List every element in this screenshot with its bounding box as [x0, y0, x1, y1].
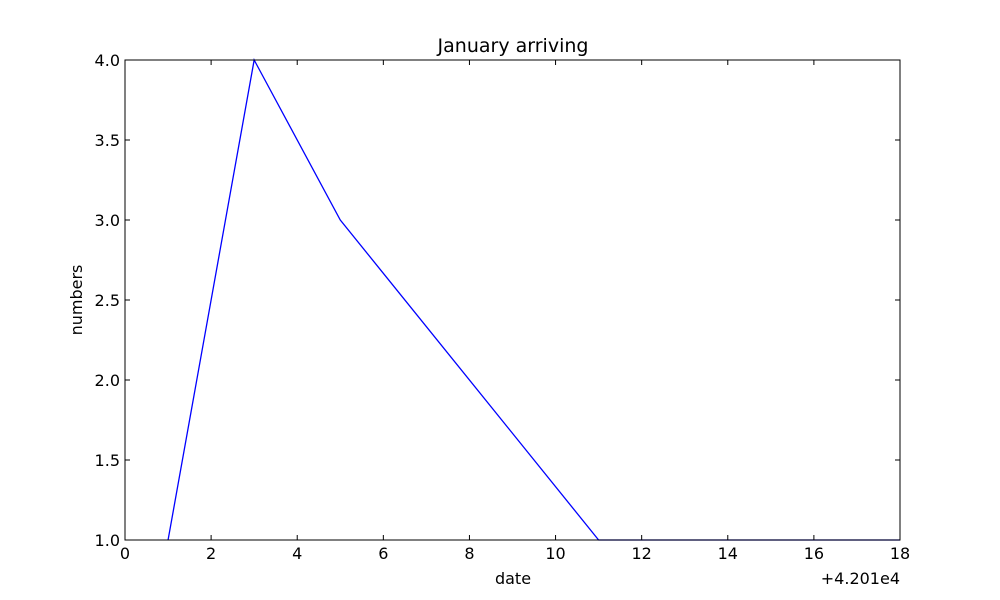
y-axis: 1.0 1.5 2.0 2.5 3.0 3.5 4.0	[95, 51, 900, 550]
chart-title: January arriving	[437, 35, 589, 57]
x-offset-label: +4.201e4	[821, 569, 900, 588]
y-tick-label: 3.0	[95, 211, 120, 230]
y-tick-label: 2.0	[95, 371, 120, 390]
x-tick-label: 8	[464, 544, 474, 563]
y-tick-label: 4.0	[95, 51, 120, 70]
plot-area	[125, 60, 900, 540]
y-tick-label: 2.5	[95, 291, 120, 310]
x-tick-label: 18	[890, 544, 910, 563]
x-tick-label: 14	[718, 544, 738, 563]
y-tick-label: 1.5	[95, 451, 120, 470]
x-tick-label: 10	[545, 544, 565, 563]
x-tick-label: 2	[206, 544, 216, 563]
x-tick-label: 12	[631, 544, 651, 563]
x-axis: 0 2 4 6 8 10 12 14 16 18	[120, 60, 910, 563]
x-axis-label: date	[495, 569, 531, 588]
x-tick-label: 0	[120, 544, 130, 563]
x-tick-label: 4	[292, 544, 302, 563]
y-tick-label: 1.0	[95, 531, 120, 550]
y-axis-label: numbers	[67, 265, 86, 336]
x-tick-label: 16	[804, 544, 824, 563]
x-tick-label: 6	[378, 544, 388, 563]
y-tick-label: 3.5	[95, 131, 120, 150]
